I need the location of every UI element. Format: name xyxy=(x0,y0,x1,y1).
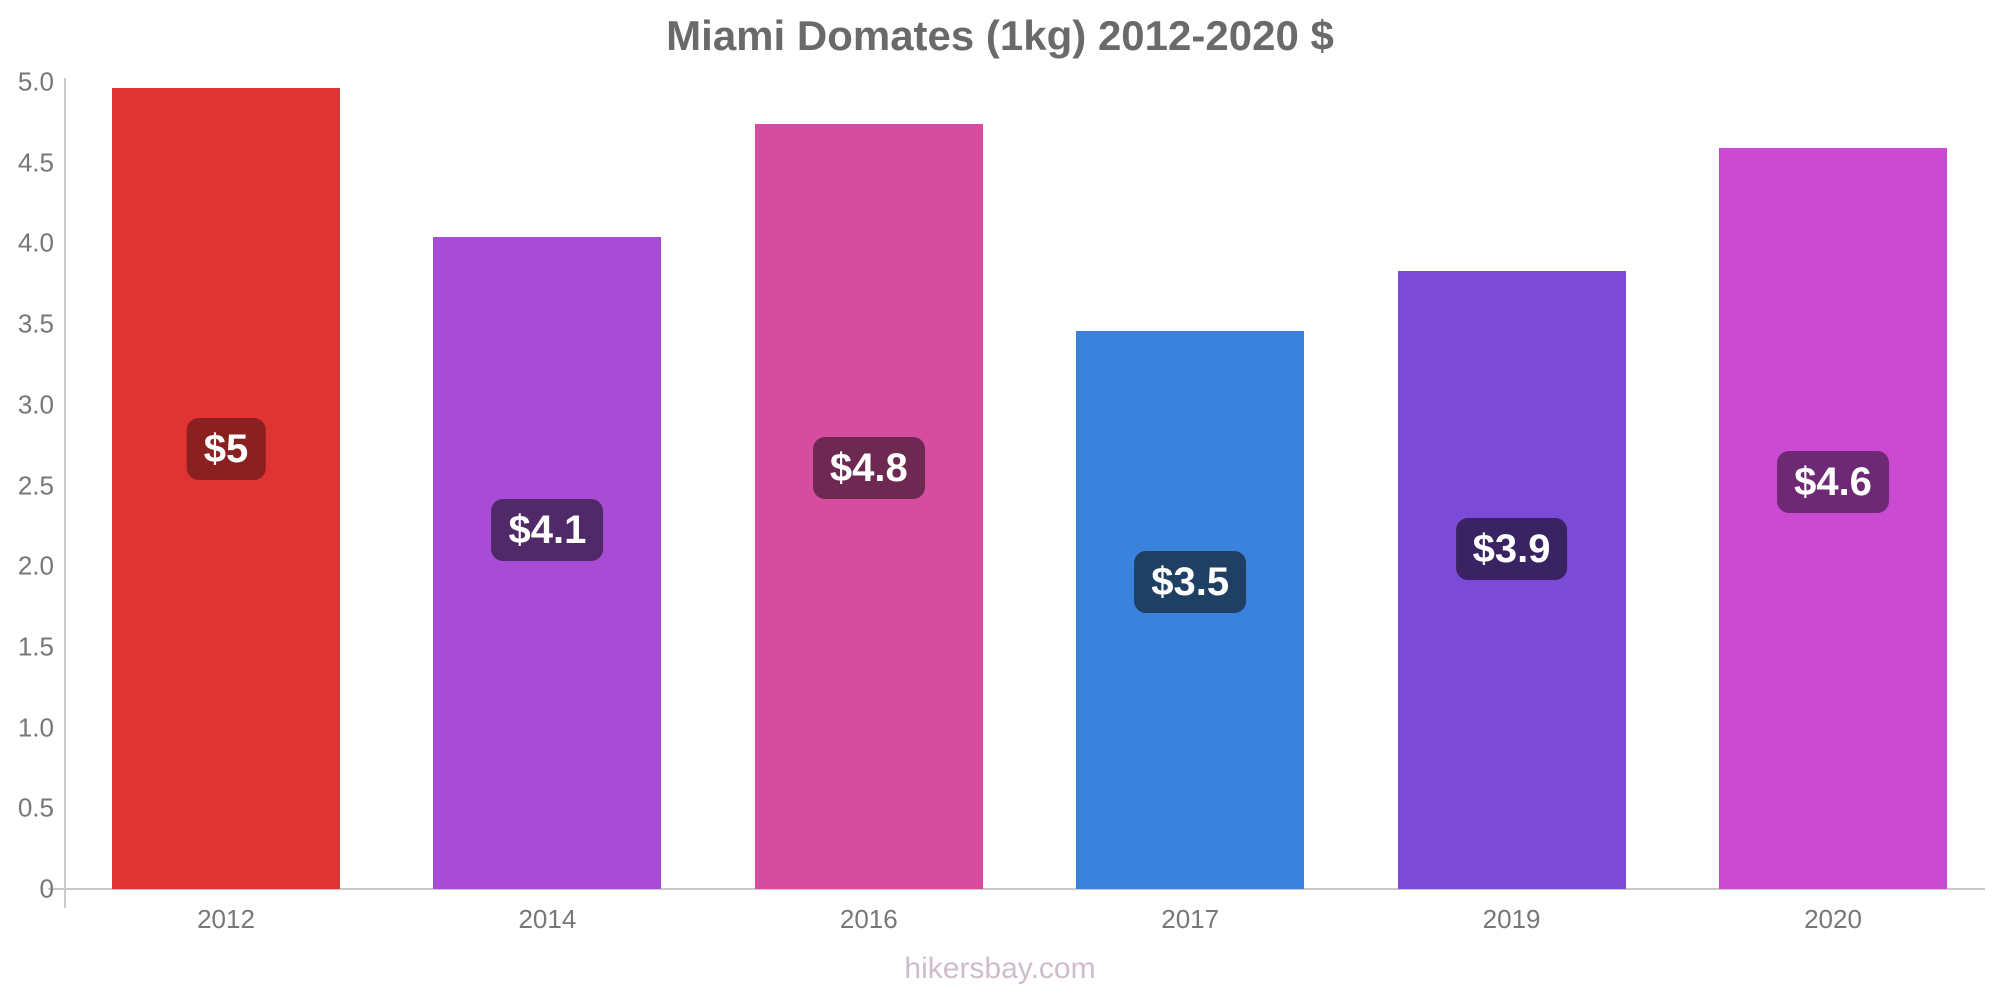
x-tick-label-2014: 2014 xyxy=(518,904,577,934)
chart-title: Miami Domates (1kg) 2012-2020 $ xyxy=(666,12,1334,59)
bar-value-badge: $4.6 xyxy=(1777,450,1889,513)
bar-2019[interactable]: $3.9 xyxy=(1397,270,1626,889)
footer-link[interactable]: hikersbay.com xyxy=(904,952,1096,985)
bar-value-badge: $5 xyxy=(186,417,266,480)
x-axis-line xyxy=(48,888,1985,890)
x-tick-label-2012: 2012 xyxy=(197,904,255,934)
bar-2012[interactable]: $5 xyxy=(112,88,340,889)
y-tick-label: 1.0 xyxy=(17,712,54,743)
bar-value-badge: $4.1 xyxy=(491,499,604,562)
y-tick-label: 3.0 xyxy=(17,389,54,420)
bar-value-badge: $3.9 xyxy=(1455,518,1568,580)
bar-value-badge: $4.8 xyxy=(812,437,925,500)
x-tick-label-2020: 2020 xyxy=(1804,904,1862,934)
y-tick-label: 4.5 xyxy=(17,147,54,178)
y-tick-label: 0.5 xyxy=(17,792,54,823)
y-tick-label: 1.5 xyxy=(17,631,54,662)
x-tick-label-2017: 2017 xyxy=(1161,904,1220,934)
y-tick-label: 0 xyxy=(39,873,54,904)
y-tick-label: 3.5 xyxy=(17,308,54,339)
bar-2016[interactable]: $4.8 xyxy=(754,123,983,889)
bar-2020[interactable]: $4.6 xyxy=(1719,148,1947,889)
y-tick-label: 2.0 xyxy=(17,550,54,581)
x-tick-label-2016: 2016 xyxy=(839,904,898,934)
bar-value-badge: $3.5 xyxy=(1134,550,1247,613)
y-tick-label: 5.0 xyxy=(17,66,54,97)
y-tick-label: 4.0 xyxy=(17,227,54,258)
y-axis-line xyxy=(64,78,66,908)
y-tick-label: 2.5 xyxy=(17,470,54,500)
bar-2017[interactable]: $3.5 xyxy=(1076,330,1305,889)
footer: hikersbay.com xyxy=(0,952,2000,986)
bar-2014[interactable]: $4.1 xyxy=(433,236,662,889)
x-tick-label-2019: 2019 xyxy=(1482,904,1541,934)
